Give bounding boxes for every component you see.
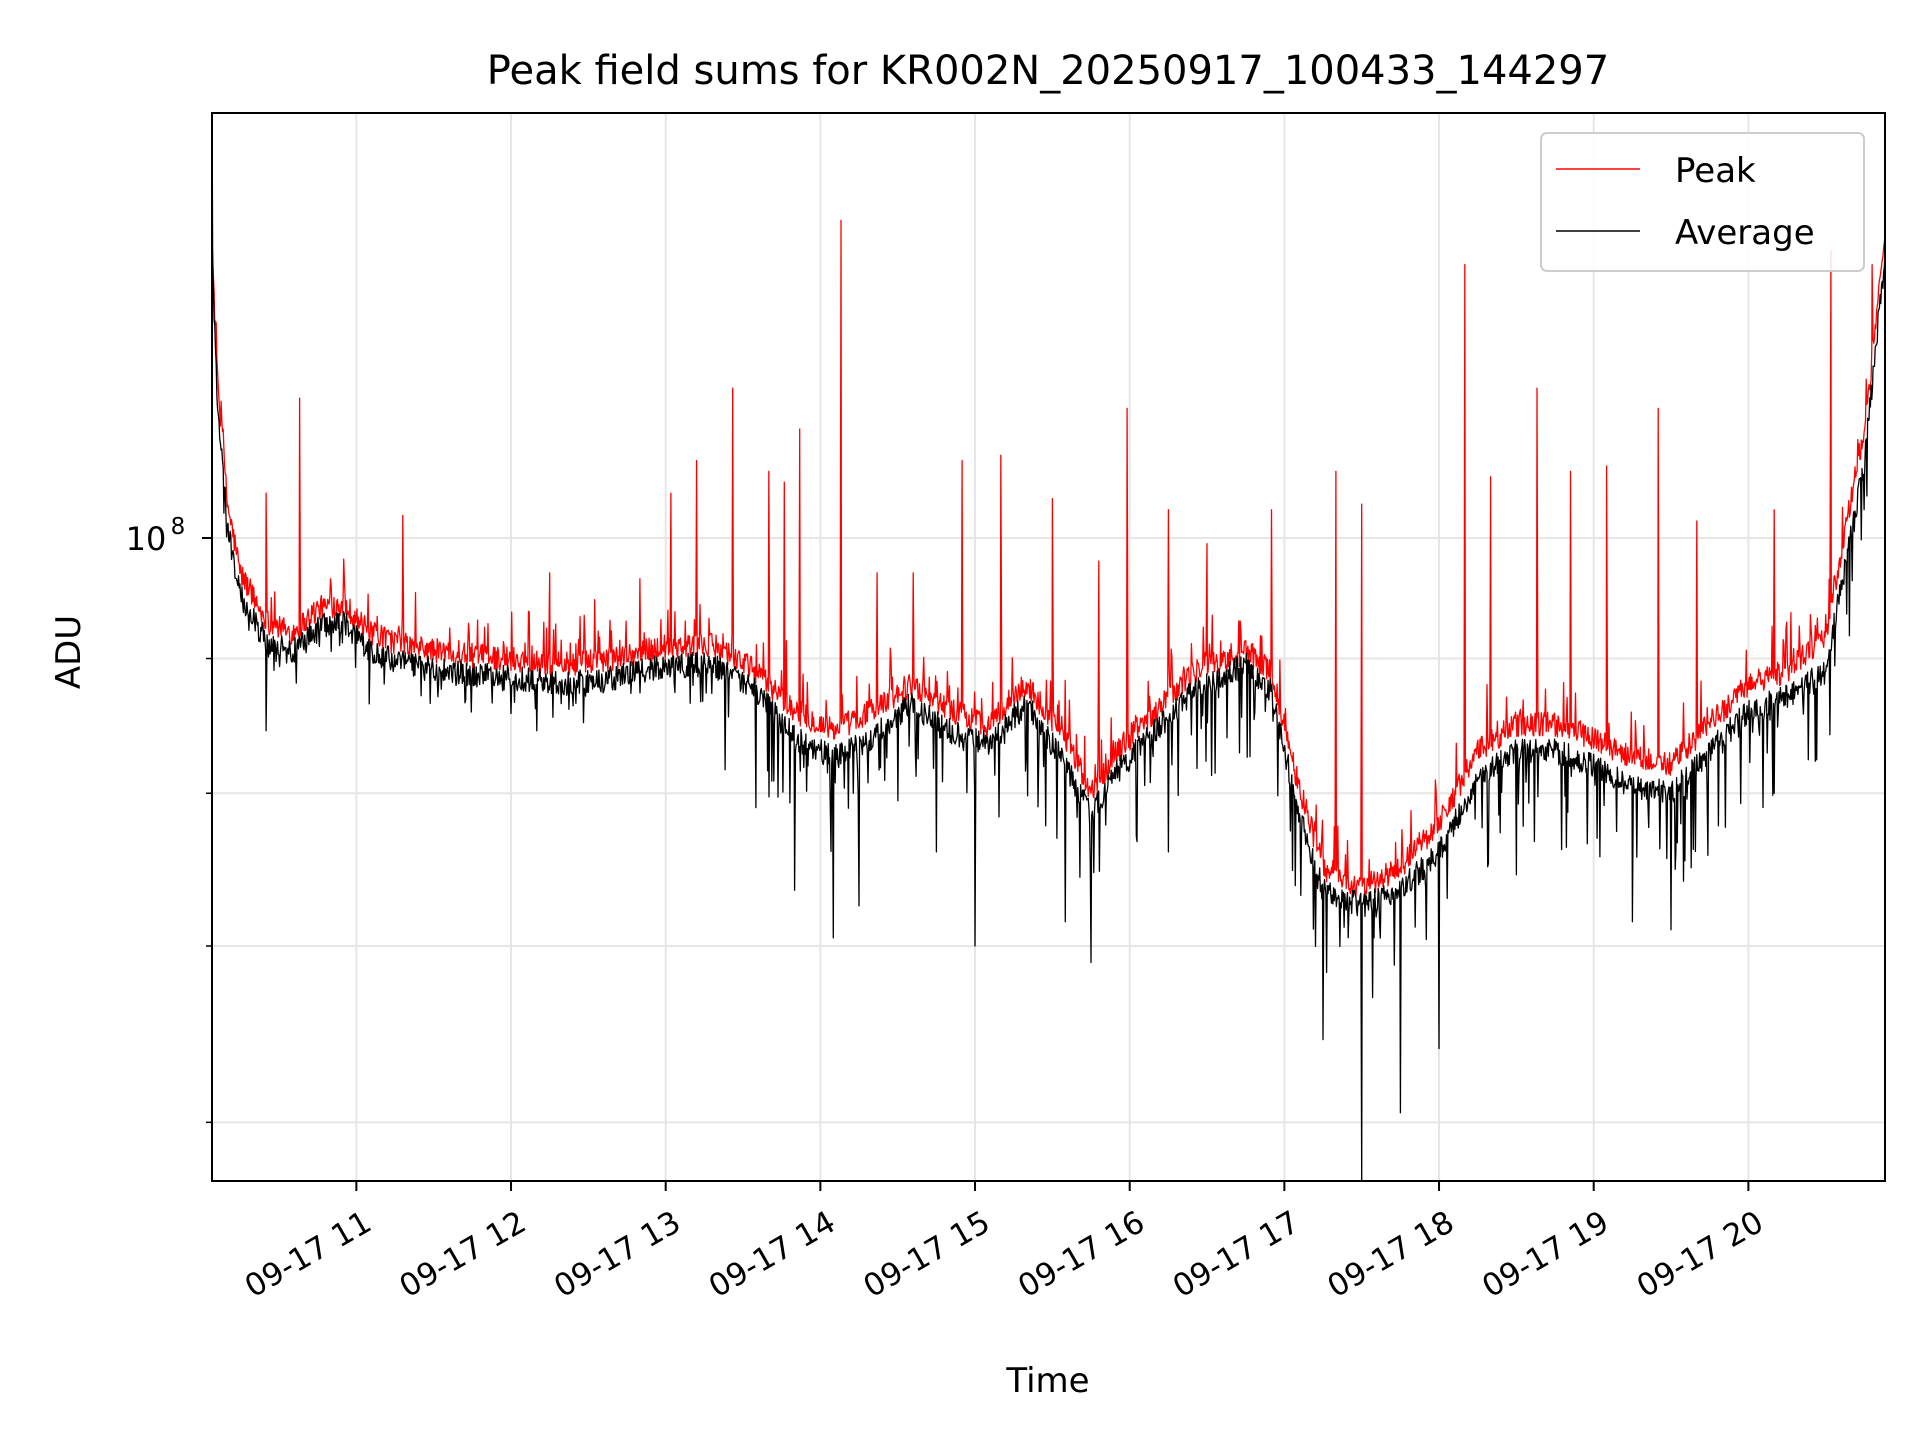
- x-axis-label: Time: [1005, 1361, 1089, 1401]
- legend: Peak Average: [1540, 132, 1865, 272]
- series-layer: [211, 113, 1886, 1182]
- y-axis-label: ADU: [49, 615, 89, 689]
- legend-label-average: Average: [1675, 213, 1815, 253]
- series-line-average: [211, 256, 1886, 1182]
- chart-title: Peak field sums for KR002N_20250917_1004…: [487, 48, 1609, 94]
- legend-box: [1540, 132, 1865, 272]
- y-tick-exponent: 8: [171, 514, 186, 540]
- plot-frame: [211, 112, 1886, 1182]
- legend-label-peak: Peak: [1675, 151, 1756, 191]
- series-line-peak: [211, 113, 1886, 902]
- y-tick-label: 10: [126, 520, 167, 558]
